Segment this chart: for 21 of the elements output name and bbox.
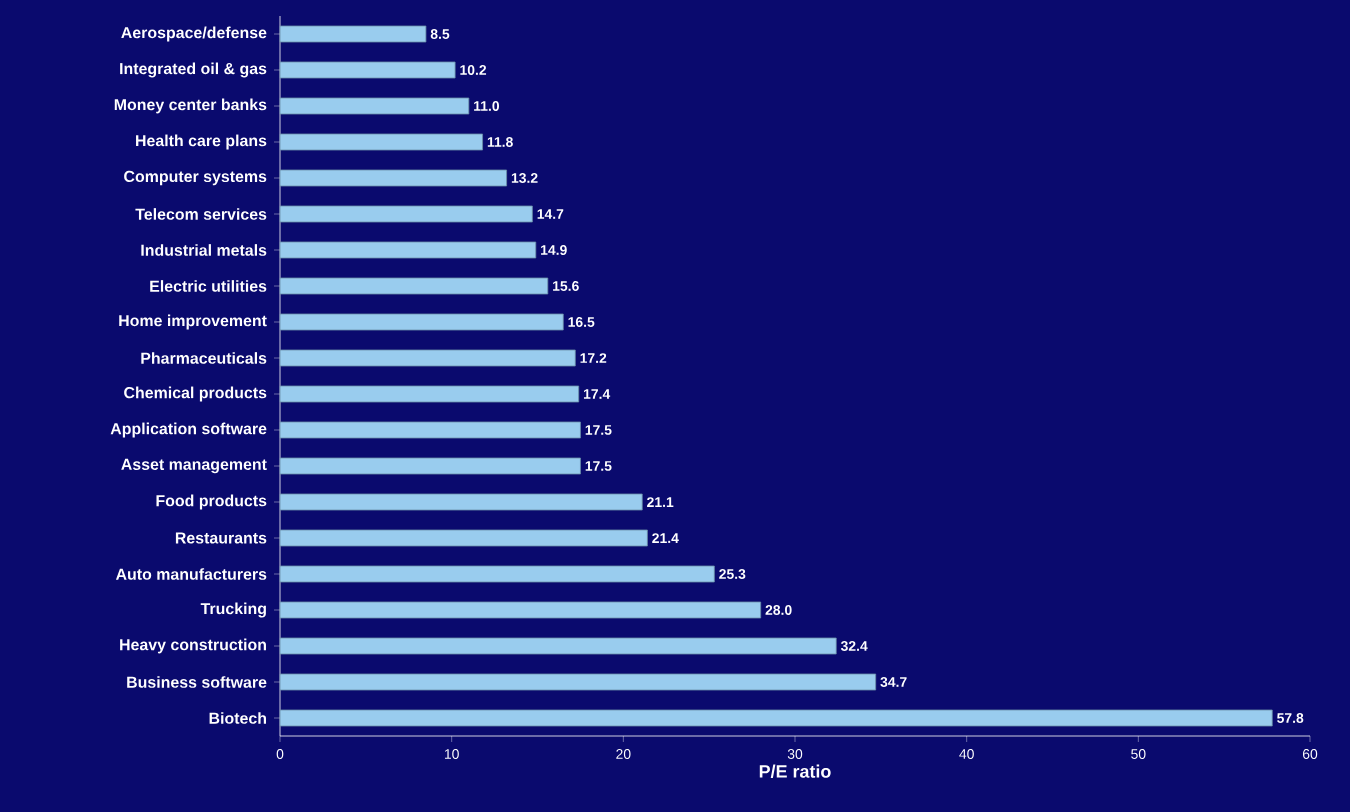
bar [279,25,427,43]
bar [279,133,483,151]
bar [279,493,643,511]
bar [279,673,877,691]
bar [279,277,549,295]
bar [279,709,1273,727]
bar [279,97,470,115]
bar [279,205,533,223]
bar [279,349,576,367]
bar [279,313,564,331]
bar [279,421,581,439]
bar [279,241,537,259]
bar [279,457,581,475]
bar [279,637,837,655]
bar [279,529,648,547]
bar [279,61,456,79]
bar [279,385,580,403]
bar [279,169,507,187]
x-axis-title: P/E ratio [759,764,831,778]
bar [279,601,762,619]
bar [279,565,715,583]
